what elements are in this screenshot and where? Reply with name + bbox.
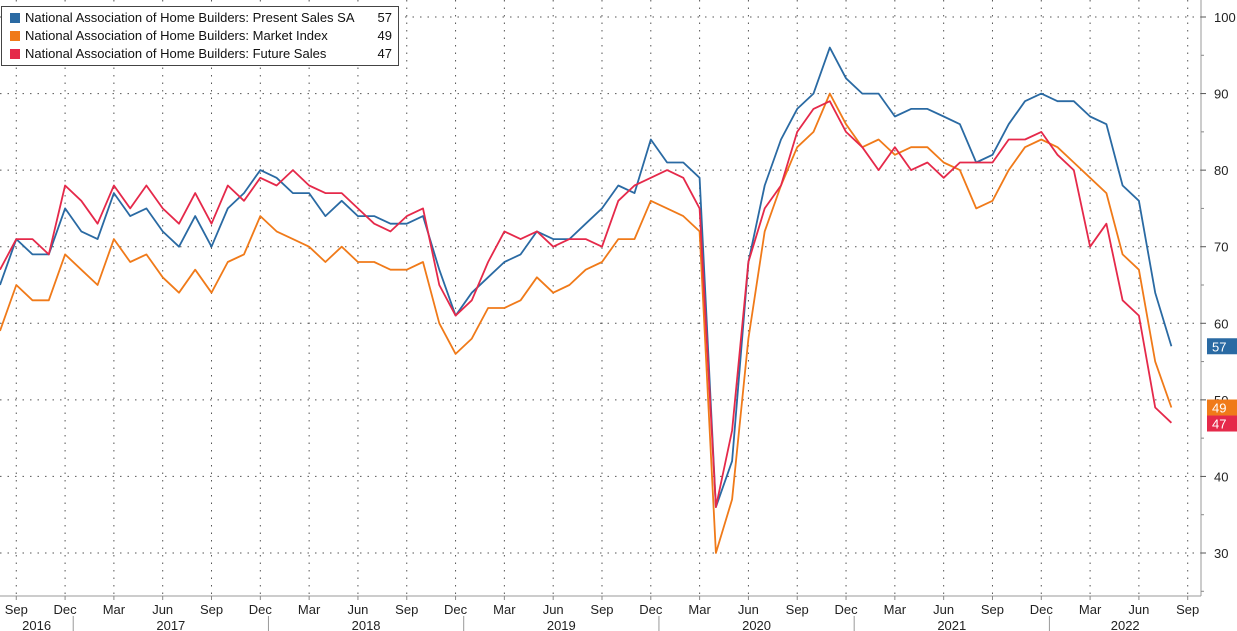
- x-month-label: Dec: [249, 602, 273, 617]
- x-year-label: 2020: [742, 618, 771, 631]
- legend-value: 49: [377, 28, 392, 43]
- legend-label: National Association of Home Builders: M…: [25, 28, 328, 43]
- legend-swatch: [10, 31, 20, 41]
- legend-swatch: [10, 49, 20, 59]
- x-year-label: 2019: [547, 618, 576, 631]
- series-line: [0, 92, 1173, 554]
- legend-label: National Association of Home Builders: F…: [25, 46, 327, 61]
- x-month-label: Mar: [298, 602, 321, 617]
- x-year-label: 2022: [1111, 618, 1140, 631]
- legend: National Association of Home Builders: P…: [1, 6, 399, 66]
- x-month-label: Mar: [493, 602, 516, 617]
- x-month-label: Mar: [103, 602, 126, 617]
- x-month-label: Mar: [688, 602, 711, 617]
- y-axis-ticks: 30405060708090100: [1201, 10, 1236, 592]
- x-month-label: Sep: [5, 602, 28, 617]
- x-month-label: Sep: [981, 602, 1004, 617]
- end-label: 47: [1207, 415, 1237, 432]
- end-label-text: 57: [1212, 339, 1226, 354]
- end-label-box: [1207, 338, 1237, 355]
- end-label-box: [1207, 399, 1237, 416]
- y-tick-label: 30: [1214, 546, 1228, 561]
- x-month-label: Jun: [738, 602, 759, 617]
- x-month-label: Dec: [1030, 602, 1054, 617]
- x-month-label: Mar: [1079, 602, 1102, 617]
- x-month-label: Jun: [1128, 602, 1149, 617]
- x-month-label: Jun: [933, 602, 954, 617]
- legend-value: 47: [377, 46, 392, 61]
- x-year-label: 2018: [352, 618, 381, 631]
- y-tick-label: 90: [1214, 87, 1228, 102]
- x-year-label: 2021: [937, 618, 966, 631]
- y-tick-label: 40: [1214, 469, 1228, 484]
- legend-value: 57: [377, 10, 392, 25]
- x-month-label: Jun: [347, 602, 368, 617]
- series-line: [0, 100, 1173, 509]
- x-month-label: Sep: [395, 602, 418, 617]
- x-month-label: Sep: [1176, 602, 1199, 617]
- legend-label: National Association of Home Builders: P…: [25, 10, 355, 25]
- x-month-label: Sep: [200, 602, 223, 617]
- legend-item: National Association of Home Builders: M…: [10, 27, 392, 45]
- x-month-label: Mar: [884, 602, 907, 617]
- end-label: 57: [1207, 338, 1237, 355]
- end-label-box: [1207, 415, 1237, 432]
- x-year-label: 2016: [22, 618, 51, 631]
- x-year-label: 2017: [156, 618, 185, 631]
- series-line: [0, 46, 1173, 509]
- grid-lines: [0, 0, 1201, 596]
- y-tick-label: 60: [1214, 316, 1228, 331]
- end-label-text: 47: [1212, 417, 1226, 432]
- legend-item: National Association of Home Builders: P…: [10, 9, 392, 27]
- y-tick-label: 100: [1214, 10, 1236, 25]
- x-month-label: Dec: [639, 602, 663, 617]
- x-month-label: Dec: [444, 602, 468, 617]
- x-month-label: Jun: [543, 602, 564, 617]
- series-lines: [0, 46, 1173, 554]
- x-month-label: Dec: [54, 602, 78, 617]
- x-month-label: Sep: [590, 602, 613, 617]
- end-label-text: 49: [1212, 401, 1226, 416]
- legend-item: National Association of Home Builders: F…: [10, 45, 392, 63]
- x-month-label: Dec: [834, 602, 858, 617]
- legend-swatch: [10, 13, 20, 23]
- x-axis-ticks: Sep Dec Mar Jun Sep Dec Mar Jun Sep Dec Mar Jun Sep D…: [5, 596, 1199, 631]
- x-month-label: Sep: [786, 602, 809, 617]
- y-tick-label: 70: [1214, 240, 1228, 255]
- y-tick-label: 80: [1214, 163, 1228, 178]
- x-month-label: Jun: [152, 602, 173, 617]
- end-label: 49: [1207, 399, 1237, 416]
